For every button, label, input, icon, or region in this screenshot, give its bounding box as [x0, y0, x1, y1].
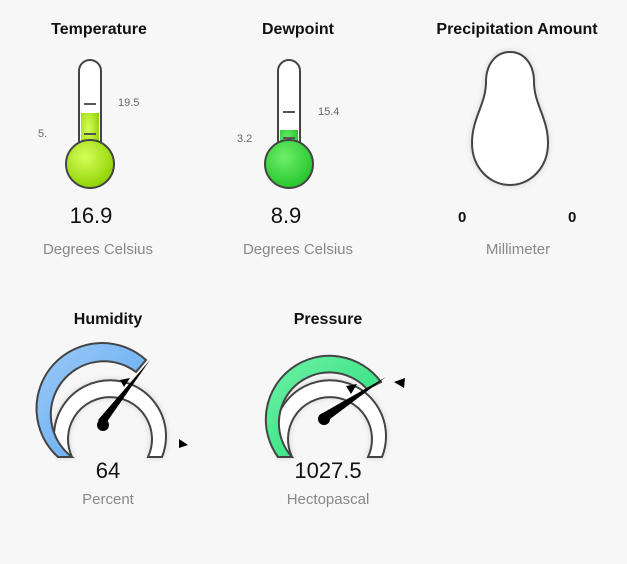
temperature-unit: Degrees Celsius — [42, 241, 154, 258]
pressure-gauge — [264, 354, 405, 458]
precipitation-left-value: 0 — [458, 209, 467, 226]
humidity-title: Humidity — [73, 311, 143, 328]
temperature-title: Temperature — [51, 21, 147, 38]
dewpoint-high-label: 15.4 — [318, 106, 340, 118]
humidity-gauge — [35, 342, 188, 458]
marker-icon — [179, 439, 188, 448]
temperature-value: 16.9 — [69, 203, 113, 228]
raindrop-icon — [470, 50, 550, 187]
precipitation-title: Precipitation Amount — [436, 21, 598, 38]
thermometer-icon — [264, 59, 314, 189]
precipitation-right-value: 0 — [568, 209, 577, 226]
thermometer-icon — [65, 59, 115, 189]
humidity-unit: Percent — [82, 491, 134, 508]
temperature-widget: Temperature 5. 19.5 16.9 Degrees Celsius — [0, 0, 200, 270]
dewpoint-widget: Dewpoint 3.2 15.4 8.9 Degrees Celsius — [200, 0, 400, 270]
pressure-unit: Hectopascal — [286, 491, 370, 508]
dewpoint-unit: Degrees Celsius — [242, 241, 354, 258]
humidity-widget: Humidity 64 Percent — [0, 300, 220, 520]
humidity-value: 64 — [95, 458, 121, 483]
temperature-low-label: 5. — [38, 128, 48, 140]
dewpoint-title: Dewpoint — [262, 21, 334, 38]
marker-icon — [120, 378, 130, 387]
pressure-title: Pressure — [293, 311, 363, 328]
pressure-widget: Pressure 1027.5 Hectopascal — [220, 300, 440, 520]
dewpoint-low-label: 3.2 — [237, 133, 253, 145]
precipitation-widget: Precipitation Amount 0 0 Millimeter — [420, 0, 627, 270]
precipitation-unit: Millimeter — [485, 241, 551, 258]
pressure-value: 1027.5 — [294, 458, 362, 483]
marker-icon — [394, 378, 405, 388]
marker-icon — [346, 384, 357, 394]
dewpoint-value: 8.9 — [270, 203, 302, 228]
temperature-high-label: 19.5 — [118, 97, 140, 109]
